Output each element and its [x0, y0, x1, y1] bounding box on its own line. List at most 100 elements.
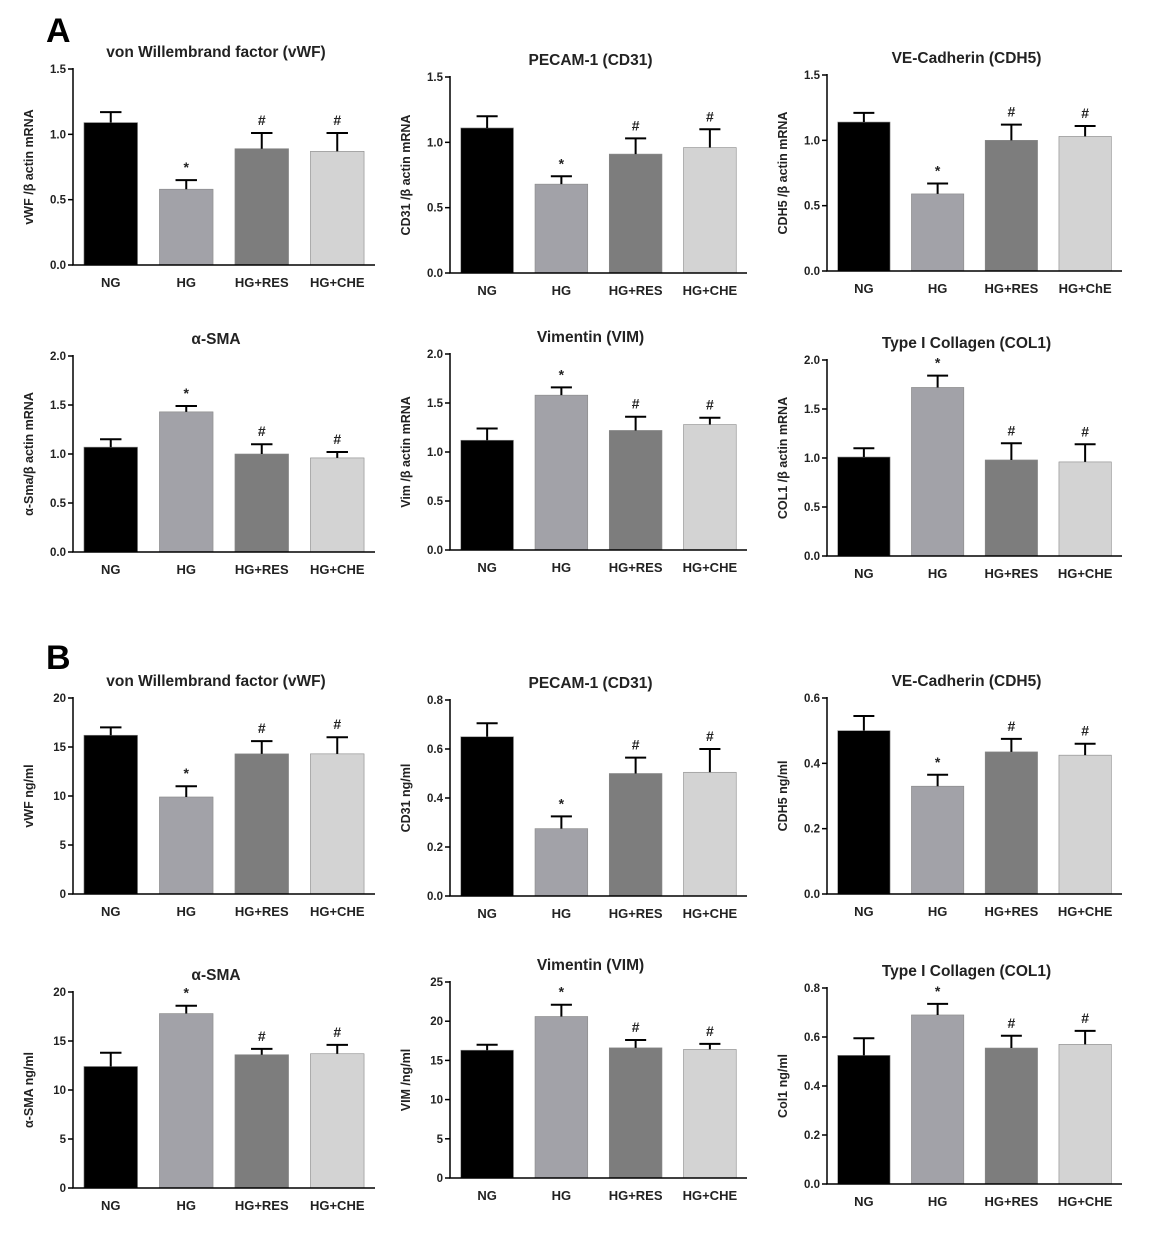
bar-hg-che	[1058, 136, 1112, 272]
y-tick-label: 0	[437, 1173, 443, 1185]
y-tick-label: 5	[60, 1134, 67, 1146]
error-bar	[100, 111, 122, 123]
significance-mark: *	[184, 385, 190, 401]
y-axis-label: vWF /β actin mRNA	[22, 109, 36, 224]
y-tick-label: 15	[430, 1055, 443, 1067]
y-tick-label: 0.0	[427, 268, 443, 280]
significance-mark: #	[1007, 1015, 1015, 1031]
chart-title: α-SMA	[191, 967, 240, 984]
bar-ng	[837, 121, 891, 272]
error-bar	[1000, 442, 1022, 460]
y-tick-label: 2.0	[427, 349, 443, 361]
y-axis-label: CD31 ng/ml	[399, 764, 413, 833]
x-tick-label: HG+CHE	[310, 1198, 365, 1213]
significance-mark: #	[1007, 718, 1015, 734]
y-tick-label: 0.0	[427, 545, 443, 557]
significance-mark: #	[706, 108, 714, 124]
chart-title: VE-Cadherin (CDH5)	[892, 50, 1042, 67]
bar-hg-res	[234, 453, 289, 553]
error-bar	[1074, 742, 1096, 756]
y-tick-label: 1.0	[50, 129, 66, 141]
chart-title: Vimentin (VIM)	[537, 957, 644, 974]
bar-ng	[460, 1049, 514, 1179]
y-tick-label: 15	[53, 742, 66, 754]
significance-mark: #	[706, 728, 714, 744]
x-tick-label: HG+RES	[984, 1194, 1038, 1209]
x-tick-label: HG+RES	[609, 560, 663, 575]
y-tick-label: 1.5	[50, 64, 67, 76]
error-bar	[699, 128, 721, 148]
y-axis-label: VIM /ng/ml	[399, 1049, 413, 1112]
significance-mark: #	[258, 423, 266, 439]
significance-mark: #	[706, 1023, 714, 1039]
bar-hg	[159, 1013, 214, 1189]
x-tick-label: HG+RES	[609, 283, 663, 298]
x-tick-label: HG+CHE	[683, 560, 738, 575]
chart-9: VE-Cadherin (CDH5) CDH5 ng/ml NG * HG # HG+RES…	[776, 673, 1122, 919]
bar-ng	[83, 734, 138, 895]
error-bar	[550, 815, 572, 829]
error-bar	[1000, 737, 1022, 752]
y-tick-label: 0.2	[427, 842, 443, 854]
x-tick-label: HG+CHE	[683, 283, 738, 298]
y-tick-label: 1.0	[50, 449, 66, 461]
significance-mark: *	[184, 985, 190, 1001]
significance-mark: #	[1007, 422, 1015, 438]
bar-hg-che	[683, 424, 737, 551]
y-tick-label: 0.0	[50, 547, 66, 559]
x-tick-label: HG+RES	[235, 562, 289, 577]
y-axis-label: α-Sma/β actin mRNA	[22, 392, 36, 516]
y-axis-label: vWF ng/ml	[22, 764, 36, 827]
x-tick-label: NG	[477, 283, 497, 298]
bar-hg	[911, 387, 965, 557]
error-bar	[326, 451, 348, 458]
y-tick-label: 0.5	[804, 502, 821, 514]
significance-mark: *	[184, 159, 190, 175]
chart-12: Type I Collagen (COL1) Col1 ng/ml NG * HG # HG…	[776, 963, 1122, 1209]
error-bar	[699, 1042, 721, 1050]
bar-hg-che	[683, 771, 737, 897]
bar-hg-che	[310, 753, 365, 895]
y-tick-label: 15	[53, 1036, 66, 1048]
bar-hg-che	[310, 151, 365, 266]
x-tick-label: HG+RES	[609, 906, 663, 921]
x-tick-label: NG	[101, 275, 121, 290]
error-bar	[476, 115, 498, 128]
chart-6: Type I Collagen (COL1) COL1 /β actin mRNA…	[776, 335, 1122, 581]
error-bar	[853, 714, 875, 731]
y-tick-label: 0.4	[804, 758, 821, 770]
chart-8: PECAM-1 (CD31) CD31 ng/ml NG * HG # HG+RES # HG+…	[399, 675, 747, 921]
bar-hg-res	[234, 1054, 289, 1189]
y-tick-label: 1.5	[427, 72, 444, 84]
y-tick-label: 0.0	[804, 551, 820, 563]
y-tick-label: 0.5	[427, 496, 444, 508]
bar-hg	[534, 828, 589, 897]
error-bar	[853, 447, 875, 458]
x-tick-label: NG	[477, 1188, 497, 1203]
y-tick-label: 20	[430, 1016, 443, 1028]
y-tick-label: 1.5	[804, 404, 821, 416]
bar-hg	[534, 394, 589, 551]
error-bar	[1000, 123, 1022, 141]
significance-mark: *	[559, 155, 565, 171]
error-bar	[853, 111, 875, 123]
y-tick-label: 0	[60, 1183, 66, 1195]
error-bar	[699, 416, 721, 425]
error-bar	[476, 722, 498, 737]
significance-mark: #	[258, 112, 266, 128]
error-bar	[326, 1043, 348, 1054]
x-tick-label: HG	[177, 904, 197, 919]
significance-mark: *	[935, 754, 941, 770]
x-tick-label: HG+RES	[235, 1198, 289, 1213]
error-bar	[251, 740, 273, 754]
y-tick-label: 0.4	[427, 793, 444, 805]
chart-7: von Willembrand factor (vWF) vWF ng/ml NG *…	[22, 673, 375, 919]
x-tick-label: NG	[101, 904, 121, 919]
error-bar	[1074, 443, 1096, 462]
x-tick-label: HG	[928, 904, 948, 919]
bar-hg-res	[234, 148, 289, 266]
error-bar	[550, 386, 572, 396]
error-bar	[699, 748, 721, 773]
significance-mark: *	[935, 983, 941, 999]
